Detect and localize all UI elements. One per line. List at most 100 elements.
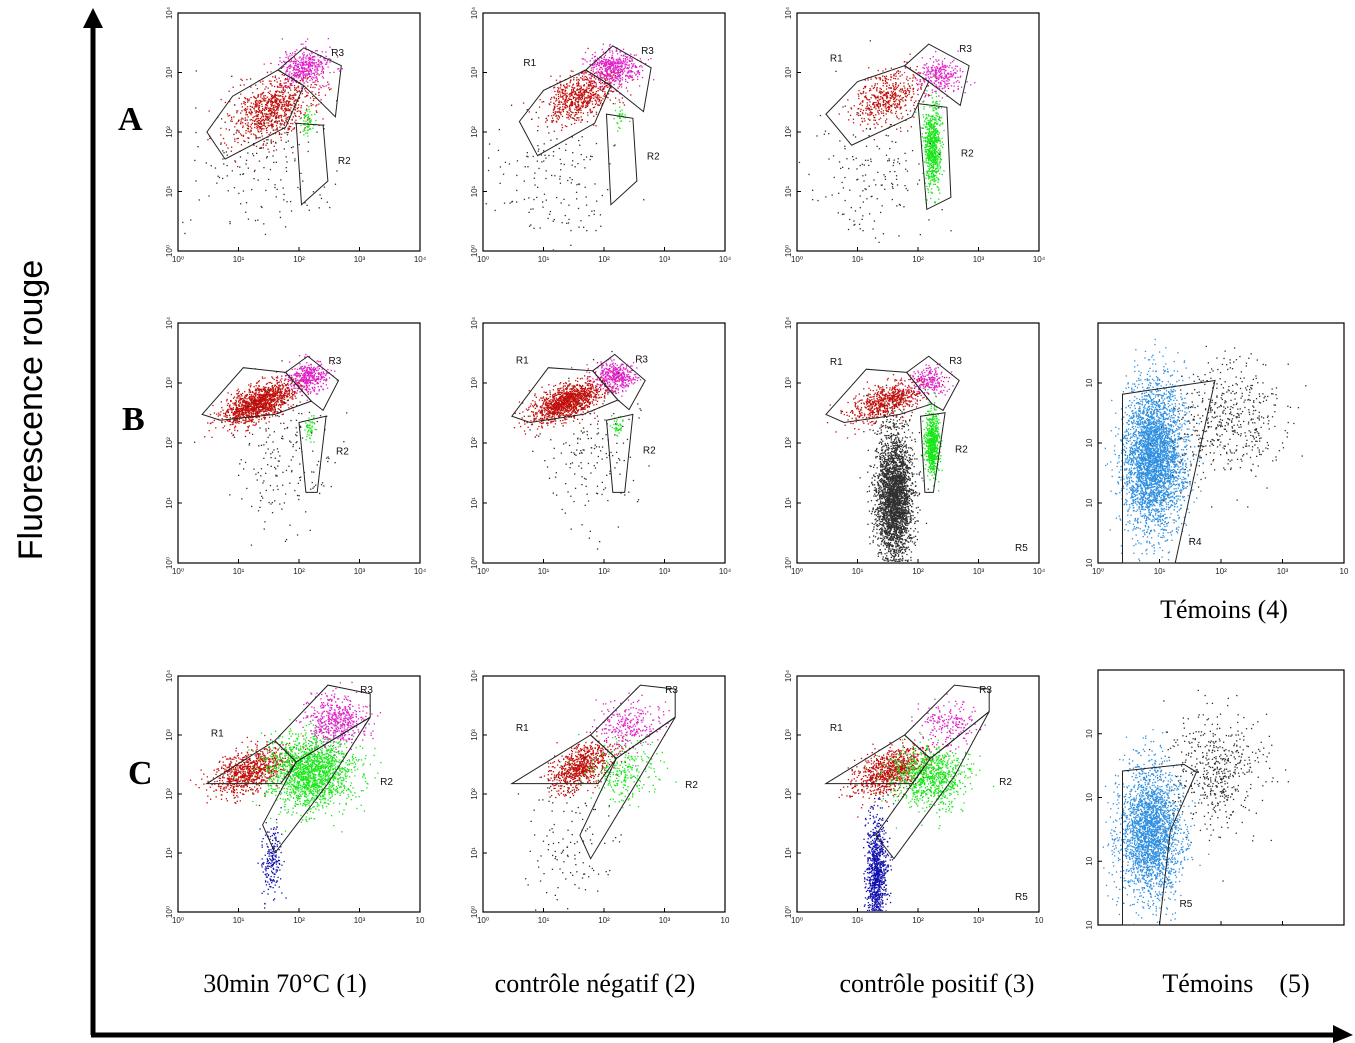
event-point-r3 [627, 81, 629, 84]
event-point-r3 [317, 61, 320, 63]
event-point-r1 [257, 94, 259, 96]
event-point-r1 [261, 112, 264, 115]
event-point-r1 [270, 62, 272, 65]
y-tick-label: 10² [165, 437, 174, 449]
event-point-background [852, 159, 855, 161]
event-point-r3 [615, 80, 617, 82]
event-point-r1 [571, 94, 573, 96]
event-point-r3 [301, 68, 304, 70]
event-point-background [559, 178, 561, 180]
event-point-r3 [628, 70, 630, 72]
row-letter-c: C [128, 755, 153, 792]
event-point-r1 [285, 113, 287, 115]
event-point-r1 [264, 88, 266, 90]
event-point-r1 [947, 87, 950, 90]
event-point-background [885, 154, 888, 156]
event-point-r1 [280, 422, 282, 425]
event-point-r1 [559, 80, 561, 82]
event-point-r3 [285, 51, 287, 53]
event-point-r2 [926, 185, 928, 188]
event-point-r3 [594, 51, 596, 54]
event-point-background [532, 208, 534, 210]
event-point-background [533, 177, 535, 179]
event-point-r2 [613, 118, 615, 120]
event-point-r1 [868, 67, 870, 69]
event-point-r3 [601, 72, 604, 74]
event-point-r3 [325, 63, 328, 65]
event-point-background [266, 156, 268, 158]
event-point-r1 [907, 90, 910, 92]
event-point-r2 [931, 136, 933, 139]
event-point-background [294, 160, 296, 162]
event-point-background [579, 144, 581, 146]
event-point-r1 [270, 103, 272, 105]
event-point-r3 [605, 76, 608, 78]
event-point-r3 [951, 61, 954, 63]
event-point-r3 [942, 68, 944, 71]
event-point-r1 [257, 120, 259, 122]
event-point-r3 [598, 71, 600, 73]
event-point-r3 [605, 69, 607, 72]
event-point-background [839, 140, 841, 142]
event-point-background [862, 190, 864, 192]
event-point-r1 [277, 377, 279, 379]
event-point-r1 [582, 100, 585, 103]
event-point-r1 [310, 103, 312, 105]
event-point-r3 [323, 68, 325, 70]
event-point-r3 [300, 64, 302, 66]
event-point-r1 [293, 105, 295, 107]
event-point-background [307, 150, 309, 153]
event-point-r1 [290, 392, 293, 395]
event-point-r3 [284, 61, 286, 64]
event-point-r1 [893, 89, 895, 91]
event-point-r1 [610, 72, 613, 74]
event-point-r1 [558, 107, 561, 109]
event-point-r3 [619, 65, 621, 68]
event-point-r3 [611, 68, 614, 70]
event-point-r1 [247, 122, 249, 124]
event-point-r1 [587, 114, 589, 116]
event-point-background [919, 234, 921, 236]
event-point-r3 [923, 80, 925, 82]
event-point-r2 [936, 170, 938, 172]
y-axis-arrowhead [83, 8, 103, 28]
event-point-r1 [581, 75, 584, 77]
event-point-r2 [932, 126, 934, 128]
event-point-r1 [261, 132, 263, 135]
event-point-r1 [233, 414, 236, 416]
event-point-r1 [558, 110, 560, 112]
event-point-r1 [289, 104, 291, 106]
event-point-r3 [609, 70, 611, 72]
event-point-r2 [938, 132, 941, 134]
event-point-r1 [578, 100, 580, 102]
event-point-r1 [271, 113, 273, 115]
event-point-r2 [304, 114, 306, 116]
event-point-r2 [922, 114, 924, 116]
event-point-r2 [935, 175, 937, 177]
x-tick-label: 10¹ [538, 255, 550, 264]
event-point-r2 [924, 151, 926, 153]
event-point-r1 [564, 91, 566, 93]
event-point-r3 [621, 79, 624, 81]
event-point-r2 [932, 137, 934, 140]
event-point-r1 [895, 94, 897, 96]
event-point-r3 [305, 80, 307, 82]
event-point-background [892, 187, 894, 190]
event-point-r1 [904, 67, 907, 69]
event-point-r1 [258, 380, 260, 382]
event-point-background [601, 194, 603, 197]
event-point-r3 [619, 67, 621, 70]
event-point-r2 [939, 166, 942, 168]
event-point-r1 [600, 99, 603, 102]
event-point-r1 [887, 78, 889, 81]
event-point-r1 [909, 87, 911, 89]
event-point-r3 [612, 64, 615, 66]
event-point-r1 [266, 115, 268, 118]
event-point-r3 [308, 62, 310, 64]
event-point-r1 [580, 101, 583, 104]
event-point-background [300, 172, 302, 174]
event-point-r1 [901, 117, 903, 120]
event-point-background [929, 142, 931, 145]
event-point-r3 [925, 93, 927, 95]
event-point-r3 [639, 85, 641, 87]
